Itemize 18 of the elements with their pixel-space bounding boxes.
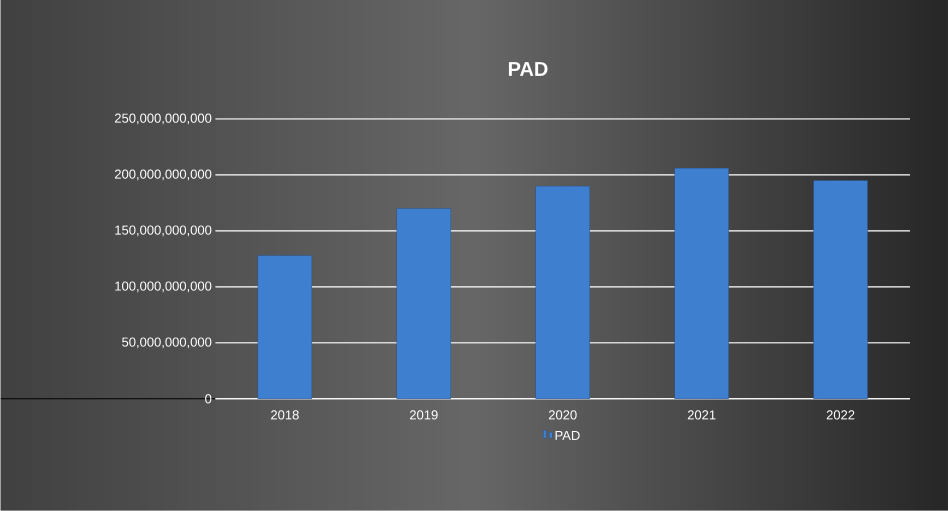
y-tick-label: 250,000,000,000 <box>114 114 212 124</box>
chart-title: PAD <box>508 62 548 76</box>
x-tick-label: 2022 <box>826 410 854 420</box>
x-tick-label: 2021 <box>688 410 716 420</box>
y-tick-label: 200,000,000,000 <box>114 170 212 180</box>
y-tick-label: 0 <box>205 394 212 404</box>
bar <box>396 208 451 400</box>
y-tick-label: 100,000,000,000 <box>115 282 212 292</box>
bar <box>813 180 868 400</box>
x-tick-label: 2019 <box>410 410 438 420</box>
bar <box>674 168 729 400</box>
y-tick-label: 50,000,000,000 <box>122 338 212 348</box>
bar <box>258 255 312 400</box>
x-tick-label: 2018 <box>271 410 299 420</box>
bar <box>536 186 590 400</box>
x-tick-label: 2020 <box>548 410 577 420</box>
y-tick-label: 150,000,000,000 <box>115 226 212 236</box>
legend-label: PAD <box>556 431 580 440</box>
